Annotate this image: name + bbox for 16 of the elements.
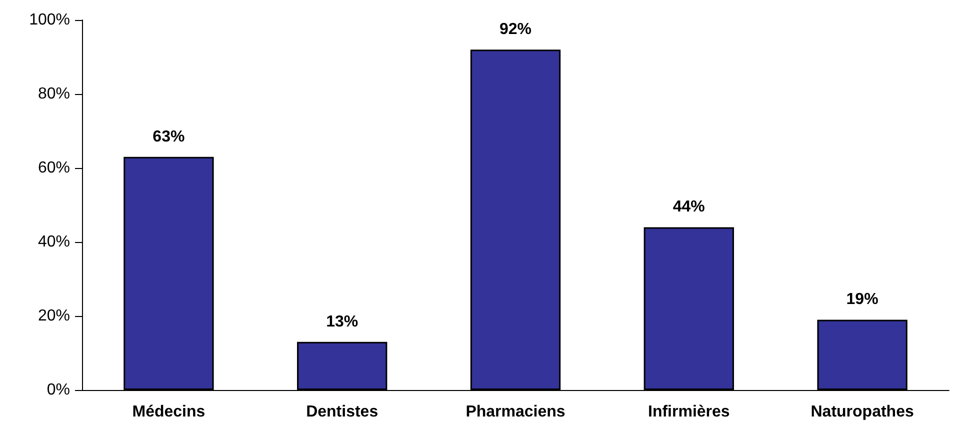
y-tick-label: 0% (46, 382, 70, 398)
y-tick-label: 60% (38, 160, 70, 176)
x-tick-label: Médecins (132, 404, 206, 420)
data-label: 13% (326, 313, 358, 330)
x-tick-label: Dentistes (306, 404, 378, 420)
data-label: 92% (499, 21, 532, 38)
y-tick-label: 80% (38, 86, 70, 102)
data-label: 63% (152, 128, 185, 146)
y-tick-label: 40% (38, 234, 70, 250)
y-tick-label: 100% (29, 12, 70, 28)
y-tick-label: 20% (38, 308, 70, 324)
x-tick-label: Naturopathes (810, 404, 914, 420)
x-tick-label: Pharmaciens (466, 404, 566, 420)
x-tick-label: Infirmières (648, 404, 730, 420)
data-label: 19% (846, 291, 878, 308)
data-label: 44% (672, 198, 705, 216)
